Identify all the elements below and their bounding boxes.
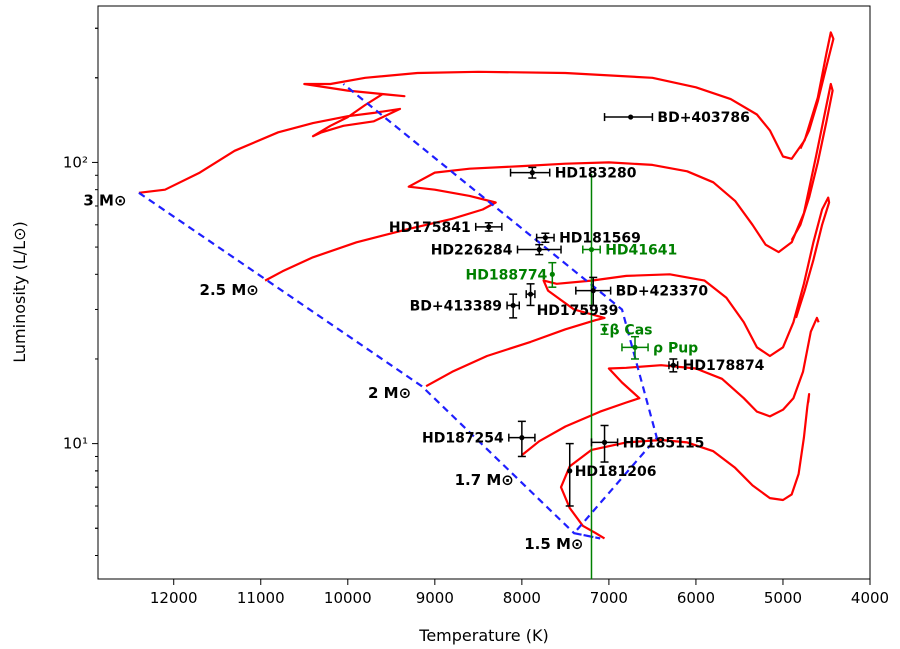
star-hd41641: HD41641 [582,243,677,259]
star-marker [536,246,542,253]
star-pup: ρ Pup [621,335,698,360]
mass-label: 3 M⊙ [83,192,126,210]
mass-label: 2.5 M⊙ [200,281,259,299]
star-label: BD+413389 [410,298,502,314]
track-5 [559,393,811,540]
y-axis: 10¹ 10² [63,27,98,557]
y-axis-title: Luminosity (L/L⊙) [10,221,29,362]
star-hd175841: HD175841 [389,220,503,236]
star-hd187254: HD187254 [422,420,536,458]
star-label: HD181206 [575,464,657,480]
star-cas: β Cas [600,322,653,338]
star-label: ρ Pup [653,340,698,356]
x-tick-label: 12000 [150,589,198,607]
star-hd181206: HD181206 [565,442,657,507]
star-marker [519,435,525,441]
x-tick-label: 5000 [764,589,802,607]
star-marker [601,326,608,332]
star-hd183280: HD183280 [509,166,637,182]
isochrone-line [138,83,659,540]
mass-labels: 3 M⊙ 2.5 M⊙ 2 M⊙ 1.7 M⊙ 1.5 M⊙ [83,192,583,554]
plot-area-frame [97,5,871,580]
star-marker [590,288,596,294]
star-label: BD+403786 [657,110,749,126]
star-label: BD+423370 [616,284,709,300]
star-marker [549,271,555,277]
star-marker [588,246,595,253]
x-tick-label: 8000 [503,589,541,607]
star-marker [486,224,492,230]
y-tick-label: 10¹ [63,435,88,453]
star-points: BD+403786 HD183280 HD175841 HD181569 HD22628… [389,110,765,507]
star-marker [628,114,634,120]
track-1 [138,31,835,194]
star-label: HD185115 [623,435,705,451]
star-label: HD175841 [389,220,471,236]
x-axis-title: Temperature (K) [418,626,548,645]
star-marker [567,468,573,474]
y-tick-label: 10² [63,153,88,171]
x-tick-label: 9000 [416,589,454,607]
star-hd178874: HD178874 [668,358,765,374]
star-label: HD175939 [537,303,619,319]
star-marker [670,362,676,368]
mass-label: 1.7 M⊙ [455,471,514,489]
star-bd+423370: BD+423370 [575,276,709,307]
star-hd188774: HD188774 [466,261,557,288]
star-label: HD181569 [559,231,641,247]
x-axis: 12000 11000 10000 9000 8000 7000 6000 5000 4000 [150,579,889,607]
mass-label: 1.5 M⊙ [524,535,583,553]
star-marker [601,439,608,445]
star-marker [510,302,516,309]
star-label: HD188774 [466,267,548,283]
star-label: HD183280 [555,166,637,182]
mass-label: 2 M⊙ [368,384,411,402]
star-hd175939: HD175939 [525,283,619,319]
star-label: HD226284 [431,243,513,259]
track-2 [264,82,834,282]
x-tick-label: 7000 [590,589,628,607]
star-label: β Cas [610,322,653,338]
star-hd181569: HD181569 [535,231,641,247]
star-marker [529,170,535,176]
star-label: HD41641 [605,243,677,259]
x-tick-label: 6000 [677,589,715,607]
x-tick-label: 4000 [851,589,889,607]
track-3 [425,196,831,388]
dashed-isochrone [138,83,659,540]
star-marker [632,344,638,350]
x-tick-label: 10000 [324,589,372,607]
star-marker [542,235,548,241]
star-bd+413389: BD+413389 [410,293,520,319]
track-4 [521,316,820,456]
star-bd+403786: BD+403786 [603,110,750,126]
x-tick-label: 11000 [237,589,285,607]
star-hd185115: HD185115 [590,424,705,463]
star-label: HD178874 [683,358,765,374]
star-label: HD187254 [422,431,504,447]
evolution-tracks [138,31,835,540]
star-hd226284: HD226284 [431,243,562,259]
star-marker [527,291,534,297]
